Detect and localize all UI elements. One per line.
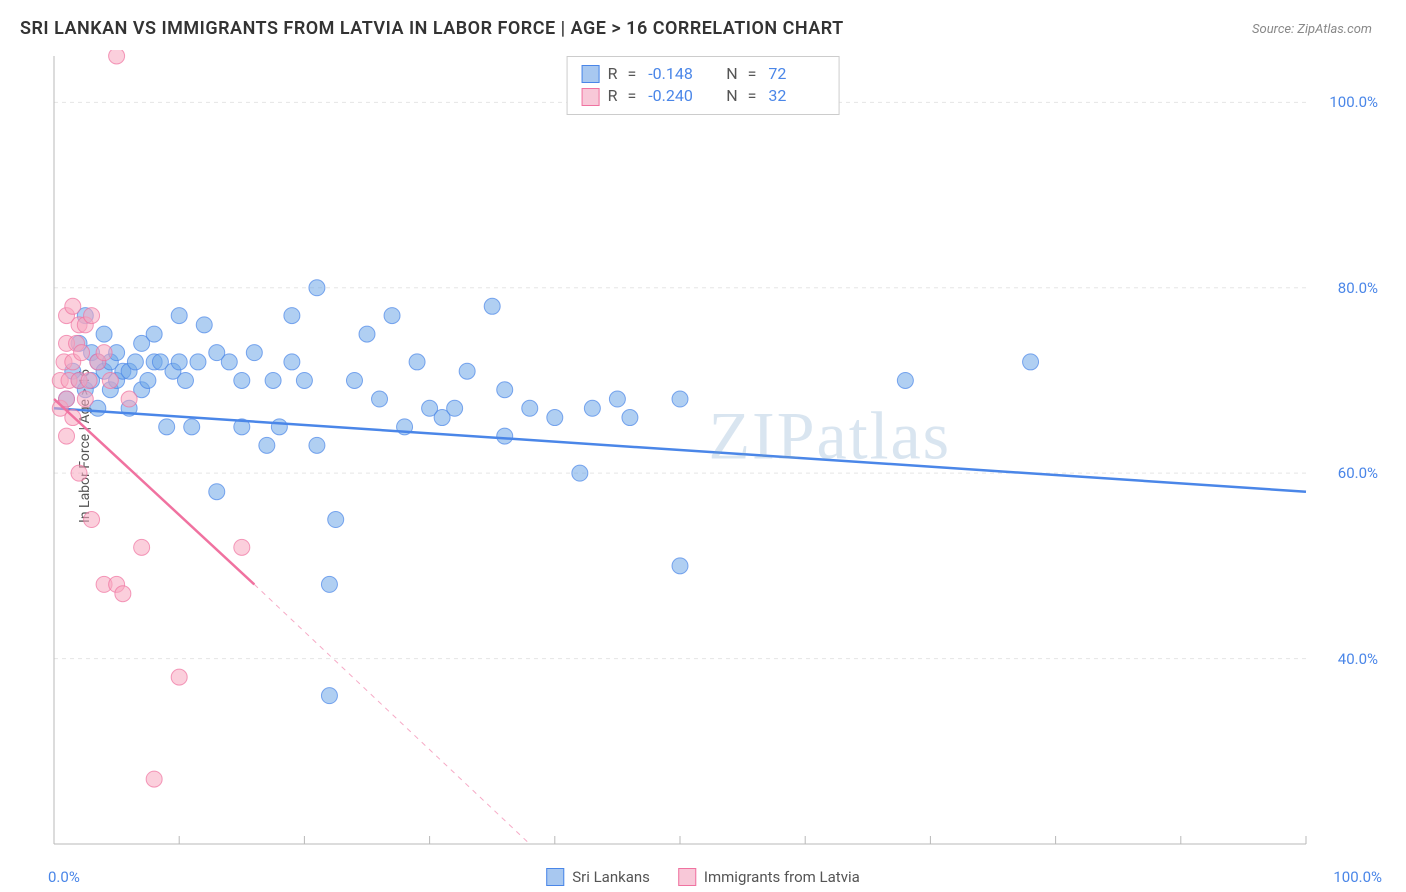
stat-r-value: -0.240 bbox=[648, 85, 704, 107]
legend-item: Immigrants from Latvia bbox=[678, 868, 860, 886]
legend-label: Immigrants from Latvia bbox=[704, 868, 860, 886]
stat-legend-row: R = -0.148 N = 72 bbox=[582, 63, 825, 85]
chart-title: SRI LANKAN VS IMMIGRANTS FROM LATVIA IN … bbox=[20, 18, 844, 39]
correlation-legend: R = -0.148 N = 72 R = -0.240 N = 32 bbox=[567, 56, 840, 115]
y-tick-label: 100.0% bbox=[1329, 93, 1378, 111]
legend-item: Sri Lankans bbox=[546, 868, 650, 886]
stat-r-value: -0.148 bbox=[648, 63, 704, 85]
chart-area: ZIPatlas 40.0%60.0%80.0%100.0% bbox=[48, 50, 1396, 854]
equals-sign: = bbox=[748, 63, 757, 85]
y-tick-label: 60.0% bbox=[1338, 464, 1378, 482]
equals-sign: = bbox=[627, 85, 636, 107]
equals-sign: = bbox=[627, 63, 636, 85]
legend-swatch bbox=[678, 868, 696, 886]
scatter-plot bbox=[48, 50, 1396, 854]
source-attribution: Source: ZipAtlas.com bbox=[1252, 22, 1372, 37]
x-axis-origin-label: 0.0% bbox=[48, 868, 80, 886]
legend-swatch bbox=[582, 88, 600, 106]
legend-swatch bbox=[582, 65, 600, 83]
stat-r-label: R bbox=[608, 85, 618, 107]
stat-r-label: R bbox=[608, 63, 618, 85]
equals-sign: = bbox=[748, 85, 757, 107]
stat-n-value: 32 bbox=[768, 85, 824, 107]
y-tick-label: 80.0% bbox=[1338, 279, 1378, 297]
stat-n-label: N bbox=[726, 63, 737, 85]
y-tick-label: 40.0% bbox=[1338, 650, 1378, 668]
x-axis-max-label: 100.0% bbox=[1333, 868, 1382, 886]
series-legend: Sri Lankans Immigrants from Latvia bbox=[546, 868, 860, 886]
stat-legend-row: R = -0.240 N = 32 bbox=[582, 85, 825, 107]
stat-n-label: N bbox=[726, 85, 737, 107]
legend-label: Sri Lankans bbox=[572, 868, 650, 886]
legend-swatch bbox=[546, 868, 564, 886]
stat-n-value: 72 bbox=[768, 63, 824, 85]
